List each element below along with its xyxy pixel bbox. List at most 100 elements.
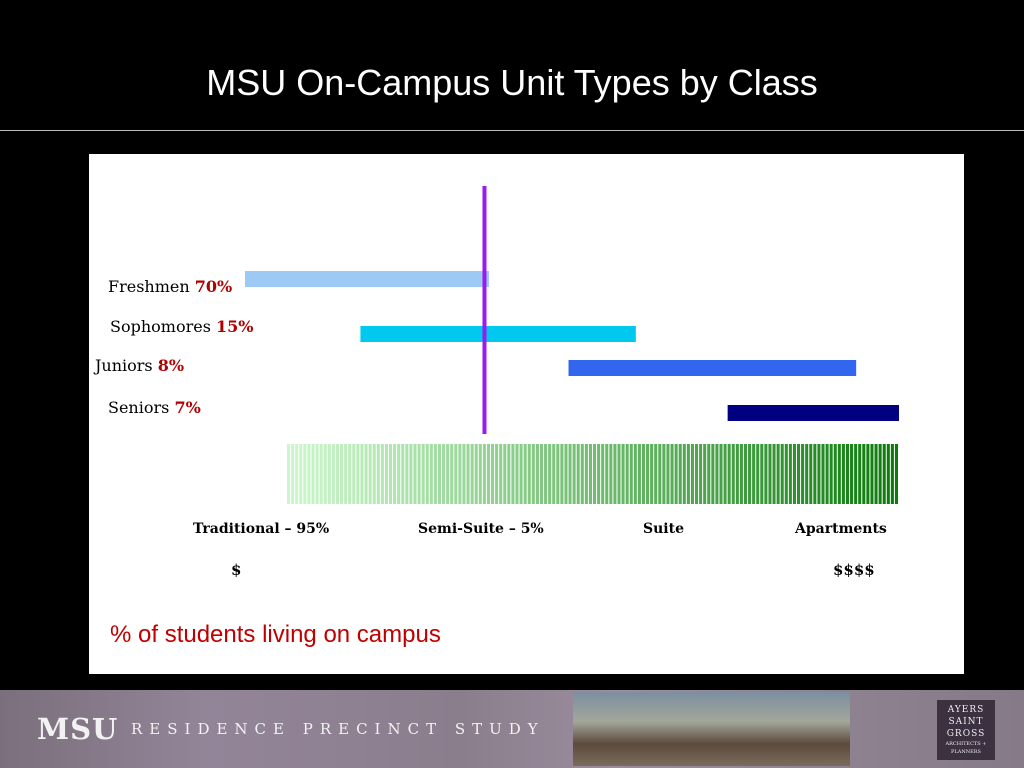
gradient-stripe <box>360 444 364 504</box>
gradient-stripe <box>792 444 796 504</box>
gradient-stripe <box>413 444 417 504</box>
class-bars <box>245 271 899 421</box>
gradient-stripe <box>401 444 405 504</box>
gradient-stripe <box>723 444 727 504</box>
gradient-stripe <box>817 444 821 504</box>
gradient-stripe <box>886 444 890 504</box>
gradient-stripe <box>760 444 764 504</box>
gradient-stripe <box>303 444 307 504</box>
gradient-stripe <box>678 444 682 504</box>
gradient-stripe <box>576 444 580 504</box>
gradient-stripe <box>564 444 568 504</box>
gradient-stripe <box>788 444 792 504</box>
gradient-stripe <box>495 444 499 504</box>
gradient-stripe <box>637 444 641 504</box>
gradient-stripe <box>735 444 739 504</box>
gradient-stripe <box>625 444 629 504</box>
unit-semi-suite: Semi-Suite – 5% <box>418 521 544 537</box>
gradient-stripe <box>686 444 690 504</box>
gradient-stripe <box>748 444 752 504</box>
gradient-stripe <box>568 444 572 504</box>
gradient-stripe <box>845 444 850 504</box>
unit-apartments: Apartments <box>795 521 887 537</box>
gradient-stripe <box>613 444 617 504</box>
gradient-stripe <box>703 444 707 504</box>
bar-juniors <box>568 360 857 376</box>
gradient-stripe <box>462 444 466 504</box>
gradient-stripe <box>711 444 715 504</box>
gradient-stripe <box>486 444 490 504</box>
gradient-stripe <box>588 444 592 504</box>
firm-line-2: SAINT <box>948 717 984 727</box>
gradient-stripe <box>621 444 625 504</box>
gradient-stripe <box>421 444 425 504</box>
gradient-stripe <box>784 444 788 504</box>
gradient-stripe <box>499 444 503 504</box>
gradient-stripe <box>323 444 327 504</box>
gradient-stripe <box>825 444 829 504</box>
gradient-stripe <box>511 444 515 504</box>
bar-seniors <box>727 405 899 421</box>
label-freshmen: Freshmen 70% <box>108 277 233 296</box>
gradient-stripe <box>417 444 421 504</box>
gradient-stripe <box>890 444 894 504</box>
gradient-stripe <box>539 444 544 504</box>
gradient-stripe <box>429 444 433 504</box>
msu-logo: MSU <box>37 712 119 746</box>
gradient-stripe <box>870 444 874 504</box>
gradient-stripe <box>348 444 352 504</box>
cost-gradient-bar <box>287 444 898 504</box>
gradient-stripe <box>666 444 670 504</box>
gradient-stripe <box>882 444 886 504</box>
gradient-stripe <box>633 444 637 504</box>
gradient-stripe <box>682 444 686 504</box>
gradient-stripe <box>862 444 866 504</box>
gradient-stripe <box>527 444 531 504</box>
gradient-stripe <box>813 444 817 504</box>
gradient-stripe <box>609 444 613 504</box>
gradient-stripe <box>715 444 719 504</box>
gradient-stripe <box>597 444 601 504</box>
slide-title: MSU On-Campus Unit Types by Class <box>206 62 818 103</box>
gradient-stripe <box>837 444 841 504</box>
gradient-stripe <box>364 444 368 504</box>
cost-low: $ <box>231 561 242 579</box>
gradient-stripe <box>548 444 552 504</box>
gradient-stripe <box>731 444 735 504</box>
gradient-stripe <box>874 444 878 504</box>
gradient-stripe <box>650 444 654 504</box>
gradient-stripe <box>335 444 340 504</box>
gradient-stripe <box>552 444 556 504</box>
gradient-stripe <box>405 444 409 504</box>
gradient-stripe <box>894 444 898 504</box>
gradient-stripe <box>699 444 703 504</box>
gradient-stripe <box>344 444 348 504</box>
gradient-stripe <box>535 444 539 504</box>
gradient-stripe <box>833 444 837 504</box>
gradient-stripe <box>772 444 776 504</box>
firm-line-1: AYERS <box>947 705 985 715</box>
gradient-stripe <box>646 444 650 504</box>
gradient-stripe <box>340 444 344 504</box>
gradient-stripe <box>482 444 486 504</box>
gradient-stripe <box>641 444 646 504</box>
gradient-stripe <box>829 444 833 504</box>
gradient-stripe <box>854 444 858 504</box>
gradient-stripe <box>654 444 658 504</box>
gradient-stripe <box>797 444 801 504</box>
gradient-stripe <box>739 444 743 504</box>
gradient-stripe <box>446 444 450 504</box>
gradient-stripe <box>291 444 295 504</box>
gradient-stripe <box>695 444 699 504</box>
gradient-stripe <box>331 444 335 504</box>
gradient-stripe <box>629 444 633 504</box>
gradient-stripe <box>368 444 372 504</box>
gradient-stripe <box>442 444 446 504</box>
gradient-stripe <box>560 444 564 504</box>
gradient-stripe <box>515 444 519 504</box>
gradient-stripe <box>756 444 760 504</box>
gradient-stripe <box>531 444 535 504</box>
unit-type-chart <box>245 186 899 504</box>
gradient-stripe <box>768 444 772 504</box>
bar-sophomores <box>360 326 636 342</box>
